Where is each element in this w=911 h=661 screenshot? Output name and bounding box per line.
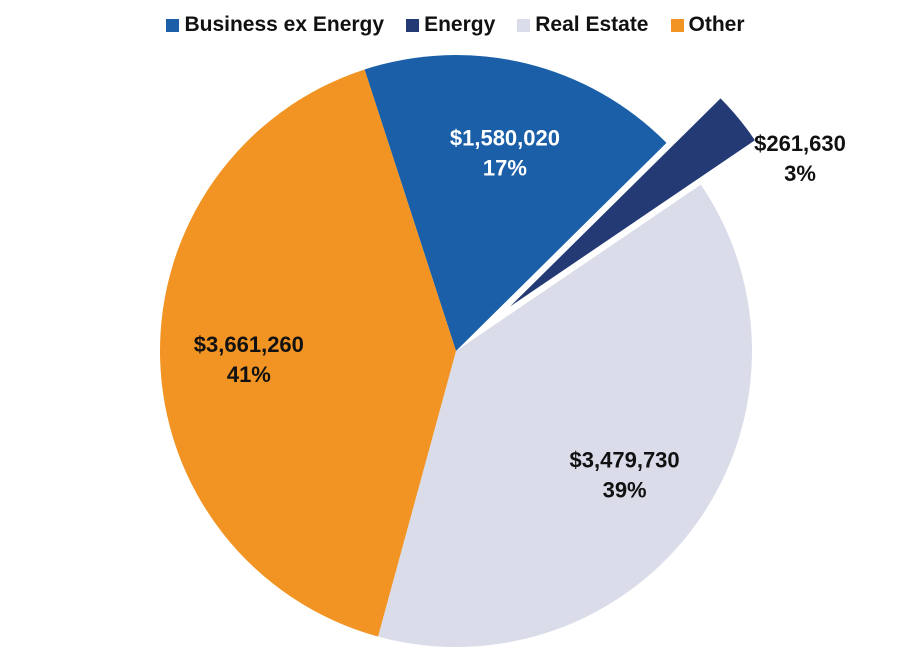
data-label-percent: 41% [227,362,271,387]
data-label-percent: 17% [483,156,527,181]
data-label-value: $1,580,020 [450,126,560,151]
legend-label: Real Estate [535,13,649,36]
data-label: $261,630 3% [754,131,846,186]
legend-label: Other [688,13,745,36]
pie-slice-other [160,69,456,637]
data-label-percent: 39% [603,477,647,502]
data-label-value: $3,661,260 [194,332,304,357]
legend-label: Energy [424,13,496,36]
data-label: $1,580,020 17% [450,126,560,181]
legend-label: Business ex Energy [184,13,385,36]
legend-item: Real Estate [517,13,649,37]
pie-slice-business-ex-energy [364,55,667,352]
legend: Business ex Energy Energy Real Estate Other [0,10,911,40]
legend-item: Energy [406,13,495,37]
legend-swatch [670,18,684,32]
legend-swatch [406,18,420,32]
data-label-value: $3,479,730 [570,447,680,472]
legend-item: Other [670,13,745,37]
data-label-percent: 3% [784,161,816,186]
pie-slice-real-estate [378,184,752,647]
legend-item: Business ex Energy [166,13,384,37]
data-label: $3,479,730 39% [570,447,680,502]
pie-slice-energy [510,98,755,307]
data-label-value: $261,630 [754,131,846,156]
legend-swatch [166,18,180,32]
legend-swatch [517,18,531,32]
data-label: $3,661,260 41% [194,332,304,387]
